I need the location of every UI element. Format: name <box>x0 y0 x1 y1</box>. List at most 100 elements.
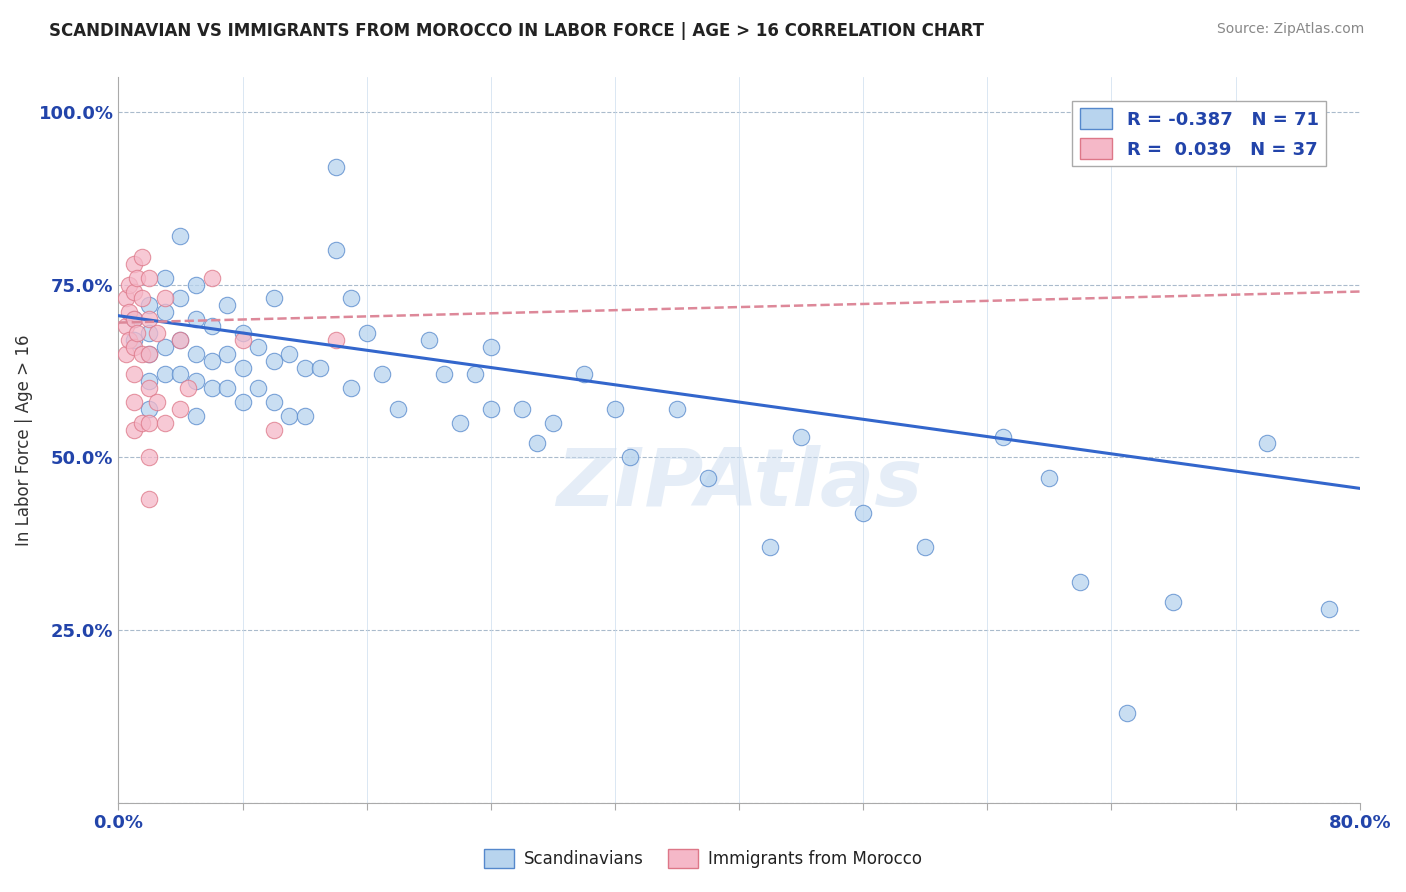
Point <box>131 292 153 306</box>
Point <box>169 333 191 347</box>
Point <box>371 368 394 382</box>
Point <box>122 395 145 409</box>
Point <box>169 401 191 416</box>
Point <box>177 381 200 395</box>
Point <box>115 347 138 361</box>
Point <box>184 312 207 326</box>
Point <box>146 395 169 409</box>
Point <box>215 347 238 361</box>
Point <box>184 409 207 423</box>
Point <box>294 360 316 375</box>
Point <box>138 381 160 395</box>
Point <box>1116 706 1139 720</box>
Point <box>914 540 936 554</box>
Point <box>153 340 176 354</box>
Point <box>122 312 145 326</box>
Point <box>479 401 502 416</box>
Text: ZIPAtlas: ZIPAtlas <box>555 444 922 523</box>
Point <box>433 368 456 382</box>
Point <box>247 340 270 354</box>
Point <box>541 416 564 430</box>
Point <box>153 305 176 319</box>
Point <box>449 416 471 430</box>
Legend: R = -0.387   N = 71, R =  0.039   N = 37: R = -0.387 N = 71, R = 0.039 N = 37 <box>1073 101 1326 166</box>
Point <box>153 368 176 382</box>
Point <box>790 429 813 443</box>
Point <box>169 368 191 382</box>
Point <box>1256 436 1278 450</box>
Point <box>125 326 148 340</box>
Point <box>464 368 486 382</box>
Point <box>479 340 502 354</box>
Point <box>138 401 160 416</box>
Point <box>325 160 347 174</box>
Point <box>215 381 238 395</box>
Point <box>138 416 160 430</box>
Point <box>991 429 1014 443</box>
Point <box>215 298 238 312</box>
Point <box>131 416 153 430</box>
Point <box>169 229 191 244</box>
Point <box>852 506 875 520</box>
Point <box>387 401 409 416</box>
Point <box>572 368 595 382</box>
Point <box>138 347 160 361</box>
Point <box>603 401 626 416</box>
Point <box>122 285 145 299</box>
Legend: Scandinavians, Immigrants from Morocco: Scandinavians, Immigrants from Morocco <box>477 842 929 875</box>
Point <box>131 250 153 264</box>
Point <box>118 333 141 347</box>
Point <box>138 298 160 312</box>
Point <box>138 347 160 361</box>
Point <box>232 333 254 347</box>
Point <box>115 319 138 334</box>
Point <box>1317 602 1340 616</box>
Point <box>138 270 160 285</box>
Point <box>122 257 145 271</box>
Point <box>263 353 285 368</box>
Point <box>122 312 145 326</box>
Point <box>200 381 222 395</box>
Point <box>510 401 533 416</box>
Point <box>325 243 347 257</box>
Point <box>340 292 363 306</box>
Point <box>138 491 160 506</box>
Point <box>619 450 641 465</box>
Point <box>759 540 782 554</box>
Point <box>122 333 145 347</box>
Point <box>309 360 332 375</box>
Point <box>122 368 145 382</box>
Point <box>263 423 285 437</box>
Point <box>278 347 301 361</box>
Point <box>184 347 207 361</box>
Point <box>118 305 141 319</box>
Point <box>131 347 153 361</box>
Point <box>118 277 141 292</box>
Point <box>125 270 148 285</box>
Point <box>138 326 160 340</box>
Point <box>526 436 548 450</box>
Point <box>665 401 688 416</box>
Point <box>153 292 176 306</box>
Point <box>184 277 207 292</box>
Point <box>200 353 222 368</box>
Point <box>232 360 254 375</box>
Point <box>263 292 285 306</box>
Text: Source: ZipAtlas.com: Source: ZipAtlas.com <box>1216 22 1364 37</box>
Point <box>1163 595 1185 609</box>
Point <box>146 326 169 340</box>
Point <box>115 292 138 306</box>
Point <box>278 409 301 423</box>
Point <box>418 333 440 347</box>
Point <box>1038 471 1060 485</box>
Point <box>138 450 160 465</box>
Point <box>697 471 720 485</box>
Point <box>294 409 316 423</box>
Y-axis label: In Labor Force | Age > 16: In Labor Force | Age > 16 <box>15 334 32 546</box>
Point <box>1069 574 1091 589</box>
Point <box>184 374 207 388</box>
Point <box>247 381 270 395</box>
Point <box>122 423 145 437</box>
Point <box>232 395 254 409</box>
Point <box>232 326 254 340</box>
